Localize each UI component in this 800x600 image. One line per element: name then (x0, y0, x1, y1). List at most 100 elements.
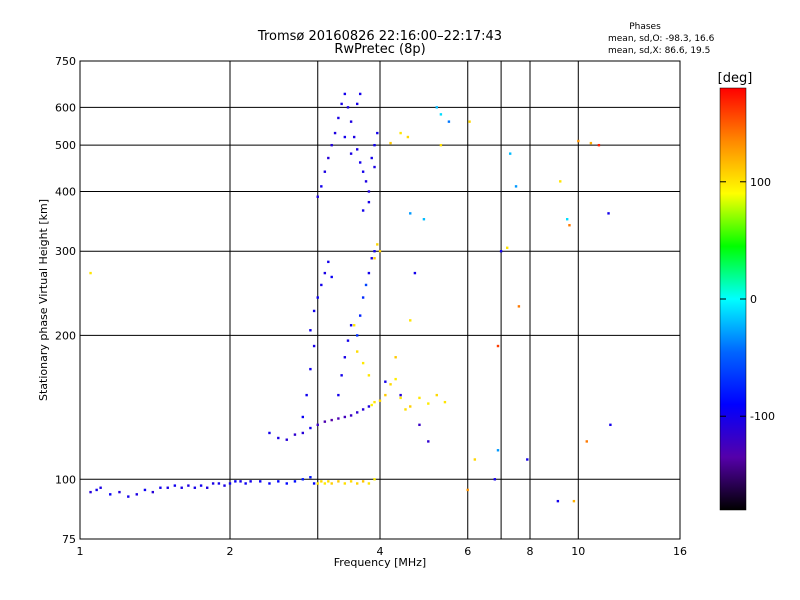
data-point (293, 480, 297, 483)
data-point (352, 324, 356, 327)
data-point (316, 296, 319, 299)
data-point (597, 143, 601, 147)
data-point (330, 482, 333, 485)
data-point (268, 482, 271, 485)
data-point (427, 440, 430, 443)
data-point (367, 200, 371, 204)
colorbar-label: [deg] (718, 71, 753, 86)
data-point (367, 374, 371, 377)
data-point (89, 271, 92, 275)
data-point (309, 329, 312, 332)
data-point (399, 131, 402, 135)
data-point (239, 480, 242, 483)
data-point (358, 314, 362, 317)
data-point (358, 92, 362, 96)
data-point (418, 396, 421, 400)
data-point (373, 250, 376, 253)
data-points (89, 92, 612, 503)
data-point (316, 195, 319, 198)
x-tick-label: 4 (377, 545, 384, 558)
data-point (309, 476, 312, 479)
colorbar: [deg] 100 0 -100 (718, 71, 775, 511)
y-tick-label: 300 (55, 245, 76, 258)
data-point (312, 309, 316, 313)
data-point (409, 319, 412, 322)
data-point (340, 374, 343, 377)
data-point (343, 92, 347, 96)
data-point (607, 212, 610, 215)
data-point (447, 120, 451, 123)
colorbar-tick-label: -100 (750, 410, 775, 423)
x-axis-label: Frequency [MHz] (334, 556, 426, 569)
data-point (337, 480, 340, 483)
data-point (95, 488, 98, 492)
data-point (435, 393, 438, 397)
data-point (439, 113, 443, 116)
data-point (327, 156, 330, 160)
data-point (285, 482, 288, 485)
data-point (367, 190, 371, 193)
data-point (394, 377, 397, 381)
axis-ticks: 1 2 4 6 8 10 16 75 100 200 300 400 500 600 750 (55, 55, 687, 558)
data-point (361, 170, 365, 173)
data-point (333, 131, 337, 135)
data-point (370, 156, 373, 160)
data-point (109, 493, 112, 496)
y-tick-label: 100 (55, 473, 76, 486)
data-point (364, 283, 368, 287)
phases-o-stats: mean, sd,O: -98.3, 16.6 (608, 34, 715, 44)
data-point (376, 131, 379, 135)
data-point (159, 486, 162, 489)
data-point (320, 185, 323, 188)
data-point (309, 367, 312, 371)
data-point (327, 480, 330, 483)
data-point (346, 106, 350, 109)
data-point (399, 396, 402, 400)
data-point (609, 423, 612, 427)
data-point (473, 458, 477, 461)
data-point (370, 257, 373, 260)
data-point (361, 408, 365, 411)
data-point (305, 393, 308, 397)
x-tick-label: 6 (464, 545, 471, 558)
data-point (99, 486, 102, 489)
data-point (349, 324, 353, 327)
data-point (378, 399, 382, 402)
data-point (309, 426, 312, 430)
data-point (384, 380, 387, 383)
data-point (373, 478, 376, 481)
data-point (234, 480, 237, 483)
data-point (496, 449, 500, 452)
data-point (187, 484, 190, 487)
data-point (585, 440, 588, 443)
data-point (118, 490, 121, 494)
data-point (514, 185, 518, 188)
data-point (355, 334, 359, 337)
colorbar-tick-label: 100 (750, 176, 771, 189)
data-point (343, 135, 347, 139)
phases-title: Phases (629, 22, 661, 32)
data-point (330, 418, 333, 422)
y-tick-label: 400 (55, 185, 76, 198)
grid-lines (79, 61, 681, 539)
data-point (346, 339, 350, 342)
data-point (337, 393, 340, 397)
data-point (358, 161, 362, 164)
data-point (427, 402, 430, 405)
data-point (143, 488, 147, 492)
data-point (327, 260, 330, 264)
data-point (355, 350, 359, 353)
data-point (343, 415, 347, 419)
data-point (244, 482, 247, 485)
data-point (268, 431, 271, 435)
data-point (166, 486, 169, 489)
data-point (422, 218, 426, 221)
data-point (565, 218, 569, 221)
data-point (508, 152, 512, 155)
data-point (409, 405, 412, 408)
data-point (301, 478, 305, 481)
data-point (361, 361, 365, 365)
data-point (413, 271, 417, 275)
y-tick-label: 750 (55, 55, 76, 68)
